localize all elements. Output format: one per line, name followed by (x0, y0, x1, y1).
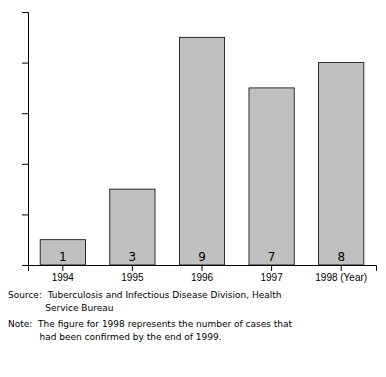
y-tick-mark (22, 214, 28, 215)
x-tick-label: 1995 (121, 272, 144, 283)
bar (40, 240, 85, 265)
x-tick: 1996 (191, 265, 214, 283)
annotations: Source: Tuberculosis and Infectious Dise… (8, 290, 293, 342)
x-tick: 1998 (Year) (315, 265, 367, 283)
y-axis (22, 13, 29, 266)
bar (179, 37, 224, 265)
x-tick-label: 1996 (191, 272, 214, 283)
x-tick-label: 1997 (260, 272, 283, 283)
y-tick-mark (22, 265, 28, 266)
y-tick (22, 12, 28, 13)
x-axis-line (29, 266, 377, 272)
data-label: 3 (129, 250, 137, 264)
data-label: 1 (59, 250, 67, 264)
y-tick-mark (22, 12, 28, 13)
x-tick-mark (202, 265, 203, 271)
x-tick-mark (341, 265, 342, 271)
y-tick (22, 265, 28, 266)
x-tick: 1997 (260, 265, 283, 283)
data-label: 7 (268, 250, 276, 264)
bars (40, 37, 364, 265)
annotation: Service Bureau (8, 303, 113, 313)
data-labels: 1 3 9 7 8 (59, 250, 345, 264)
y-axis-line (22, 13, 29, 266)
y-tick (22, 164, 28, 165)
x-tick-label: 1994 (52, 272, 75, 283)
y-tick-mark (22, 164, 28, 165)
annotation: Note: The figure for 1998 represents the… (8, 319, 293, 329)
bar (319, 63, 364, 265)
y-tick-mark (22, 113, 28, 114)
x-tick: 1994 (52, 265, 75, 283)
y-tick (22, 63, 28, 64)
y-tick (22, 214, 28, 215)
data-label: 8 (337, 250, 345, 264)
x-tick-mark (132, 265, 133, 271)
x-tick-label: 1998 (Year) (315, 272, 367, 283)
y-tick-mark (22, 63, 28, 64)
chart: 1 3 9 7 8 1994 1995 1996 1997 1998 (Year) Source: … (0, 0, 386, 377)
bar (249, 88, 294, 265)
bar (110, 189, 155, 265)
annotation: Source: Tuberculosis and Infectious Dise… (8, 290, 281, 300)
x-axis: 1994 1995 1996 1997 1998 (Year) (29, 265, 377, 283)
plot: 1 3 9 7 8 1994 1995 1996 1997 1998 (Year) (22, 13, 377, 284)
x-tick-mark (271, 265, 272, 271)
annotation: had been confirmed by the end of 1999. (8, 332, 222, 342)
y-tick (22, 113, 28, 114)
x-tick-mark (62, 265, 63, 271)
x-tick: 1995 (121, 265, 144, 283)
data-label: 9 (198, 250, 206, 264)
